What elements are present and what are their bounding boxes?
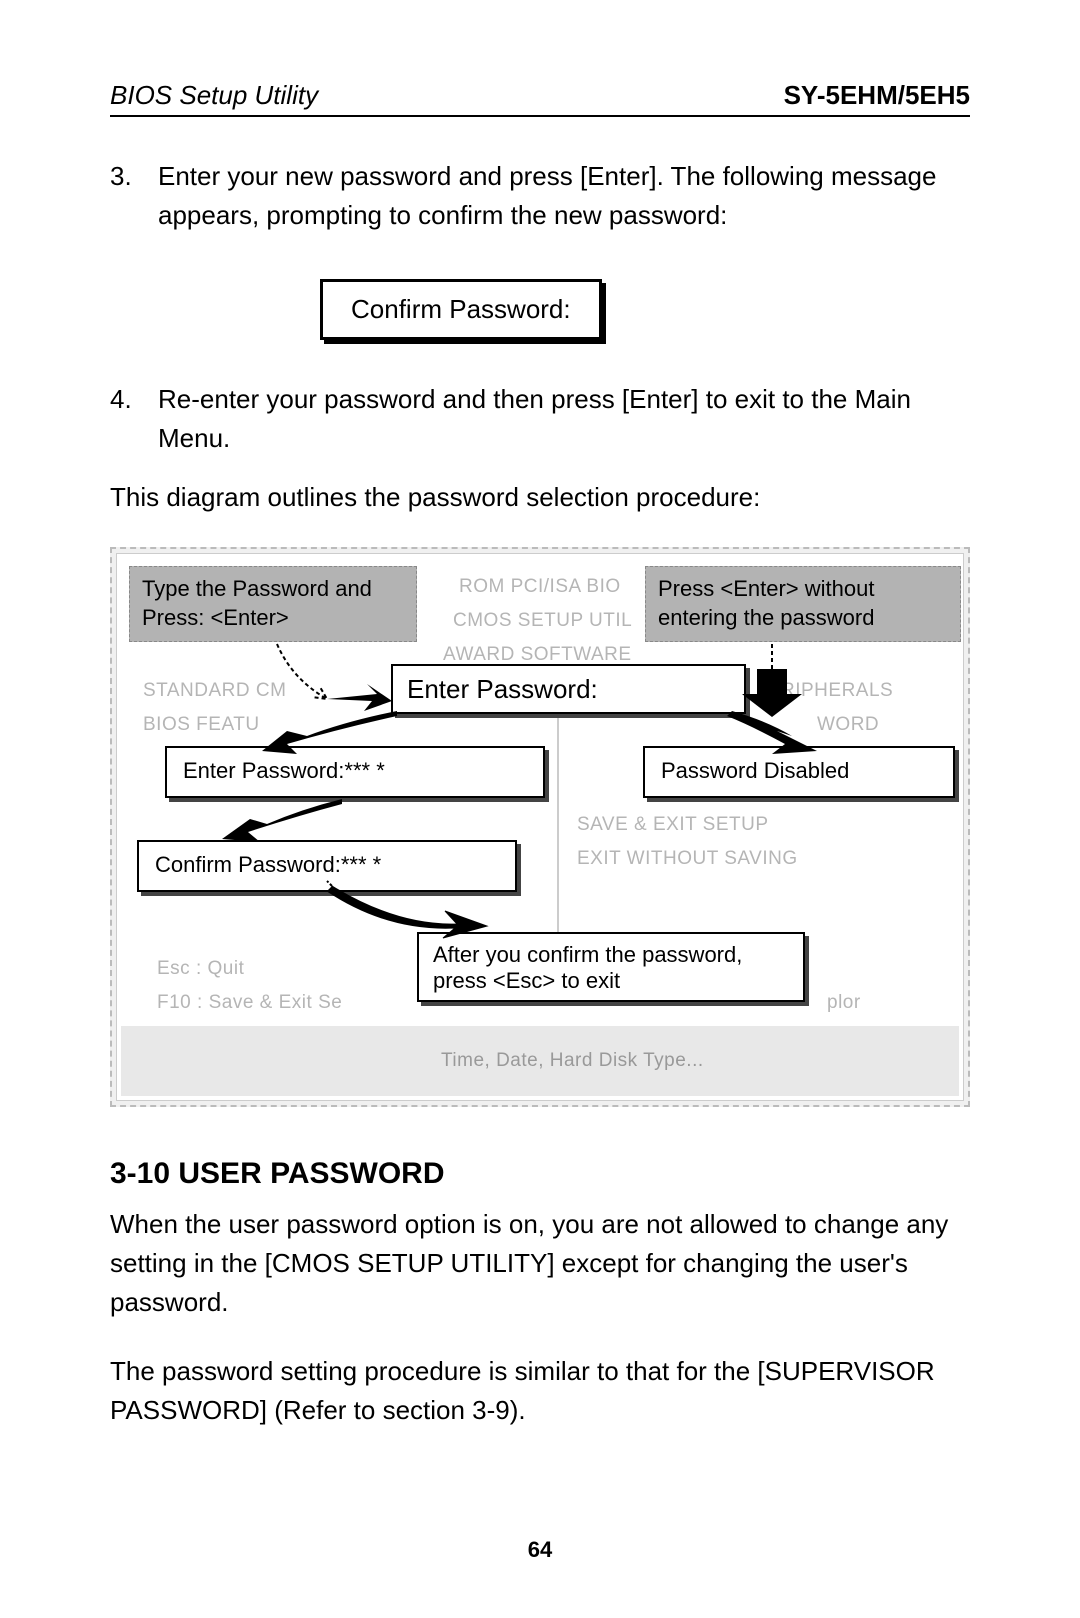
enter-password-main: Enter Password: [391, 664, 746, 714]
bg-peripherals: RIPHERALS [781, 680, 893, 702]
bg-time: Time, Date, Hard Disk Type... [441, 1050, 704, 1072]
bg-save: SAVE & EXIT SETUP [577, 814, 769, 836]
step-4-number: 4. [110, 380, 158, 458]
section-title: 3-10 USER PASSWORD [110, 1157, 970, 1191]
diagram-inner: ROM PCI/ISA BIO CMOS SETUP UTIL AWARD SO… [116, 553, 964, 1101]
page-header: BIOS Setup Utility SY-5EHM/5EH5 [110, 80, 970, 117]
section-para2: The password setting procedure is simila… [110, 1352, 970, 1430]
step-3-number: 3. [110, 157, 158, 235]
bios-header-2: CMOS SETUP UTIL [453, 610, 632, 632]
step-3-text: Enter your new password and press [Enter… [158, 157, 970, 235]
step-4: 4. Re-enter your password and then press… [110, 380, 970, 458]
bg-bios-feat: BIOS FEATU [143, 714, 260, 736]
diagram-intro: This diagram outlines the password selec… [110, 478, 970, 517]
password-procedure-diagram: ROM PCI/ISA BIO CMOS SETUP UTIL AWARD SO… [110, 547, 970, 1107]
header-title-right: SY-5EHM/5EH5 [784, 80, 970, 111]
arrow-callout-left [272, 639, 392, 719]
callout-press-enter: Press <Enter> without entering the passw… [645, 566, 961, 642]
section-para1: When the user password option is on, you… [110, 1205, 970, 1322]
step-4-text: Re-enter your password and then press [E… [158, 380, 970, 458]
page-number: 64 [528, 1537, 552, 1563]
after-confirm-box: After you confirm the password, press <E… [417, 932, 805, 1002]
bios-header-1: ROM PCI/ISA BIO [459, 576, 621, 598]
bg-password: WORD [817, 714, 879, 736]
callout-type-password: Type the Password and Press: <Enter> [129, 566, 417, 642]
header-title-left: BIOS Setup Utility [110, 80, 318, 111]
step-3: 3. Enter your new password and press [En… [110, 157, 970, 235]
enter-password-small: Enter Password:*** * [165, 746, 545, 798]
bg-esc: Esc : Quit [157, 958, 244, 980]
password-disabled-box: Password Disabled [643, 746, 955, 798]
bg-color: plor [827, 992, 861, 1014]
bios-header-3: AWARD SOFTWARE [443, 644, 632, 666]
confirm-password-box: Confirm Password: [320, 279, 602, 340]
confirm-password-small: Confirm Password:*** * [137, 840, 517, 892]
bg-f10: F10 : Save & Exit Se [157, 992, 342, 1014]
bg-exit: EXIT WITHOUT SAVING [577, 848, 798, 870]
diagram-bottom-bar: Time, Date, Hard Disk Type... [121, 1026, 959, 1096]
bg-standard: STANDARD CM [143, 680, 286, 702]
